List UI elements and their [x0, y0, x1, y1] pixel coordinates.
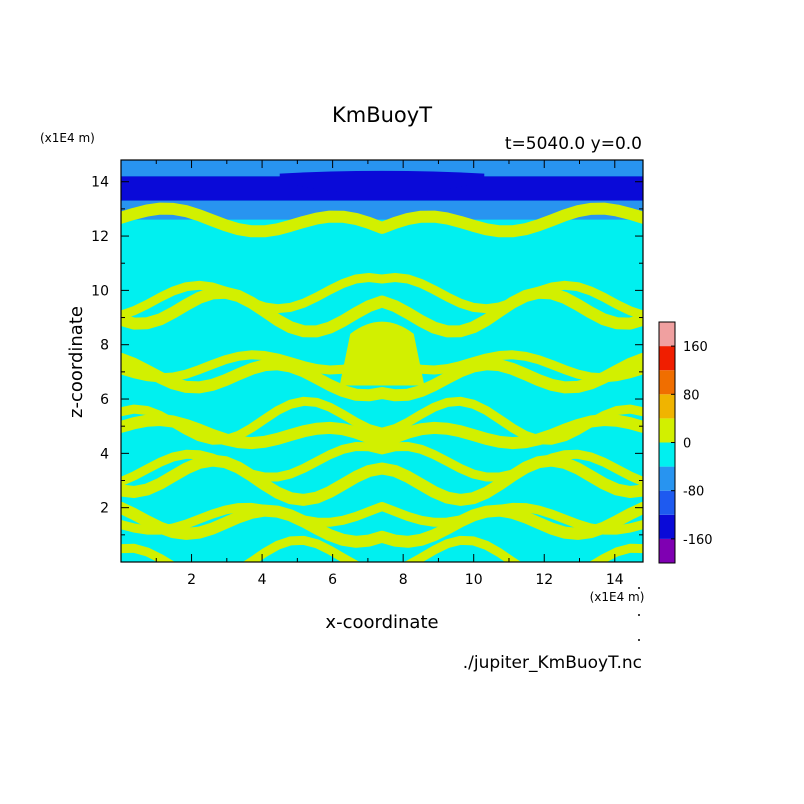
x-tick-label: 10 — [465, 572, 483, 588]
y-tick-label: 6 — [100, 392, 109, 408]
positive-streak-6 — [121, 414, 643, 450]
positive-streak-0 — [121, 202, 643, 238]
colorbar-swatch — [659, 514, 675, 539]
heatmap-field — [121, 160, 643, 562]
x-unit-label: (x1E4 m) — [590, 590, 645, 604]
colorbar-swatch — [659, 442, 675, 467]
field-region-0 — [121, 160, 643, 177]
colorbar-label: 0 — [683, 437, 691, 452]
colorbar-swatch — [659, 394, 675, 419]
x-axis-title: x-coordinate — [325, 612, 438, 633]
chart-subtitle: t=5040.0 y=0.0 — [505, 134, 642, 154]
source-file-label: ./jupiter_KmBuoyT.nc — [463, 653, 642, 673]
colorbar-swatch — [659, 370, 675, 395]
colorbar-swatch — [659, 538, 675, 563]
positive-streak-2 — [121, 286, 643, 338]
colorbar-swatch — [659, 346, 675, 371]
plot-frame — [120, 159, 644, 563]
positive-streak-10 — [121, 501, 643, 548]
marker-dot — [638, 639, 640, 641]
x-tick-label: 2 — [187, 572, 196, 588]
x-tick-label: 6 — [328, 572, 337, 588]
colorbar-label: 160 — [683, 340, 708, 355]
dark-band-lens — [279, 170, 485, 194]
x-tick-label: 8 — [399, 572, 408, 588]
positive-streak-4 — [121, 352, 643, 402]
y-unit-label: (x1E4 m) — [40, 131, 95, 145]
y-axis-title: z-coordinate — [66, 306, 87, 418]
marker-dot — [638, 614, 640, 616]
positive-streak-8 — [121, 454, 643, 506]
colorbar-swatch — [659, 466, 675, 491]
colorbar: 160 80 0 -80 -160 — [658, 321, 713, 564]
positive-streak-1 — [121, 273, 643, 320]
field-region-2 — [121, 200, 643, 220]
colorbar-swatch — [659, 490, 675, 515]
x-axis: 2 4 6 8 10 12 14 — [155, 160, 624, 588]
colorbar-label: -160 — [683, 533, 713, 548]
x-tick-label: 14 — [606, 572, 624, 588]
colorbar-swatch — [659, 322, 675, 347]
colorbar-label: 80 — [683, 388, 700, 403]
y-tick-label: 14 — [91, 175, 109, 191]
y-tick-label: 2 — [100, 501, 109, 517]
y-tick-label: 8 — [100, 338, 109, 354]
positive-streak-9 — [121, 502, 643, 535]
y-axis: 2 4 6 8 10 12 14 — [91, 175, 643, 536]
x-tick-label: 12 — [535, 572, 553, 588]
central-plume — [339, 321, 425, 386]
marker-dot — [638, 587, 640, 589]
y-tick-label: 12 — [91, 229, 109, 245]
colorbar-label: -80 — [683, 485, 704, 500]
colorbar-swatch — [659, 418, 675, 443]
x-tick-label: 4 — [258, 572, 267, 588]
y-tick-label: 10 — [91, 283, 109, 299]
y-tick-label: 4 — [100, 446, 109, 462]
chart-title: KmBuoyT — [332, 103, 432, 127]
